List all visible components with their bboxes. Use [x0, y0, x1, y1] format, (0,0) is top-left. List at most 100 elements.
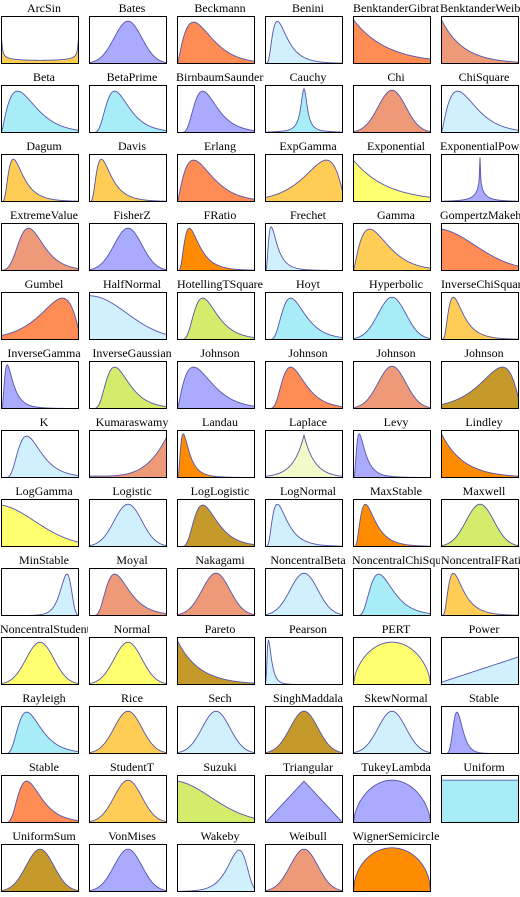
- distribution-plot: [1, 16, 79, 64]
- plot-frame: [353, 361, 431, 409]
- density-curve: [1, 158, 79, 202]
- distribution-cell: BetaPrime: [88, 69, 176, 138]
- distribution-plot: [353, 85, 431, 133]
- distribution-name: LogLogistic: [190, 484, 250, 498]
- density-curve: [441, 656, 519, 683]
- distribution-plot: [441, 568, 519, 616]
- density-curve: [353, 779, 431, 823]
- plot-frame: [353, 154, 431, 202]
- distribution-plot: [1, 706, 79, 754]
- density-area: [177, 298, 255, 340]
- density-curve: [265, 366, 343, 409]
- distribution-cell: Kumaraswamy: [88, 414, 176, 483]
- density-curve: [353, 228, 431, 271]
- plot-frame: [353, 499, 431, 547]
- distribution-name: Triangular: [282, 760, 334, 774]
- distribution-cell: LogLogistic: [176, 483, 264, 552]
- density-area: [353, 711, 431, 754]
- density-area: [265, 298, 343, 340]
- distribution-plot: [353, 568, 431, 616]
- density-area: [353, 504, 431, 547]
- distribution-plot: [353, 706, 431, 754]
- distribution-cell: Gumbel: [0, 276, 88, 345]
- density-curve: [1, 297, 79, 336]
- plot-frame: [89, 775, 167, 823]
- distribution-name: Pearson: [289, 622, 327, 636]
- distribution-name: Moyal: [116, 553, 148, 567]
- distribution-plot: [177, 223, 255, 271]
- density-curve: [353, 573, 431, 616]
- distribution-plot: [441, 292, 519, 340]
- distribution-cell: Johnson: [176, 345, 264, 414]
- distribution-cell: Lindley: [440, 414, 520, 483]
- distribution-cell: Pareto: [176, 621, 264, 690]
- density-area: [353, 847, 431, 892]
- plot-frame: [177, 292, 255, 340]
- distribution-name: Pareto: [204, 622, 236, 636]
- density-curve: [265, 848, 343, 892]
- density-curve: [353, 365, 431, 409]
- density-curve: [265, 159, 343, 198]
- distribution-cell: FRatio: [176, 207, 264, 276]
- plot-frame: [89, 85, 167, 133]
- density-curve: [177, 159, 255, 202]
- distribution-name: TukeyLambda: [361, 760, 431, 774]
- density-area: [441, 297, 519, 340]
- distribution-cell: BenktanderWeibull: [440, 0, 520, 69]
- distribution-plot: [1, 844, 79, 892]
- density-area: [1, 159, 79, 202]
- distribution-name: InverseGaussian: [92, 346, 172, 360]
- distribution-plot: [353, 16, 431, 64]
- distribution-cell: Hoyt: [264, 276, 352, 345]
- density-area: [89, 228, 167, 271]
- distribution-cell: Sech: [176, 690, 264, 759]
- plot-frame: [265, 568, 343, 616]
- distribution-name: FRatio: [203, 208, 237, 222]
- distribution-plot: [441, 85, 519, 133]
- plot-frame: [177, 568, 255, 616]
- distribution-name: NoncentralFRatio: [441, 553, 520, 567]
- plot-frame: [89, 361, 167, 409]
- density-curve: [177, 90, 255, 133]
- density-curve: [1, 435, 79, 478]
- distribution-cell: Landau: [176, 414, 264, 483]
- density-area: [89, 574, 167, 616]
- distribution-name: BenktanderWeibull: [440, 1, 520, 15]
- distribution-plot: [89, 637, 167, 685]
- density-curve: [441, 157, 519, 202]
- density-curve: [441, 572, 519, 616]
- distribution-plot: [1, 292, 79, 340]
- density-area: [1, 642, 79, 685]
- distribution-name: ExpGamma: [279, 139, 337, 153]
- distribution-plot: [265, 706, 343, 754]
- distribution-cell: ArcSin: [0, 0, 88, 69]
- distribution-plot: [89, 223, 167, 271]
- distribution-name: SinghMaddala: [273, 691, 343, 705]
- distribution-name: Gamma: [377, 208, 415, 222]
- distribution-cell: Weibull: [264, 828, 352, 897]
- plot-frame: [1, 706, 79, 754]
- distribution-cell: Johnson: [440, 345, 520, 414]
- distribution-cell: TukeyLambda: [352, 759, 440, 828]
- plot-frame: [1, 430, 79, 478]
- plot-frame: [441, 430, 519, 478]
- density-curve: [1, 504, 79, 543]
- distribution-plot: [1, 430, 79, 478]
- density-curve: [177, 297, 255, 340]
- density-area: [265, 367, 343, 409]
- distribution-name: MaxStable: [370, 484, 422, 498]
- distribution-plot: [177, 16, 255, 64]
- distribution-name: Suzuki: [203, 760, 237, 774]
- density-area: [89, 21, 167, 64]
- distribution-cell: PERT: [352, 621, 440, 690]
- density-curve: [441, 296, 519, 340]
- distribution-name: LogNormal: [280, 484, 336, 498]
- distribution-name: Johnson: [464, 346, 504, 360]
- distribution-plot: [177, 706, 255, 754]
- distribution-name: Johnson: [376, 346, 416, 360]
- density-area: [89, 91, 167, 133]
- density-area: [89, 159, 167, 202]
- distribution-cell: Stable: [440, 690, 520, 759]
- density-area: [265, 639, 343, 685]
- density-curve: [89, 90, 167, 133]
